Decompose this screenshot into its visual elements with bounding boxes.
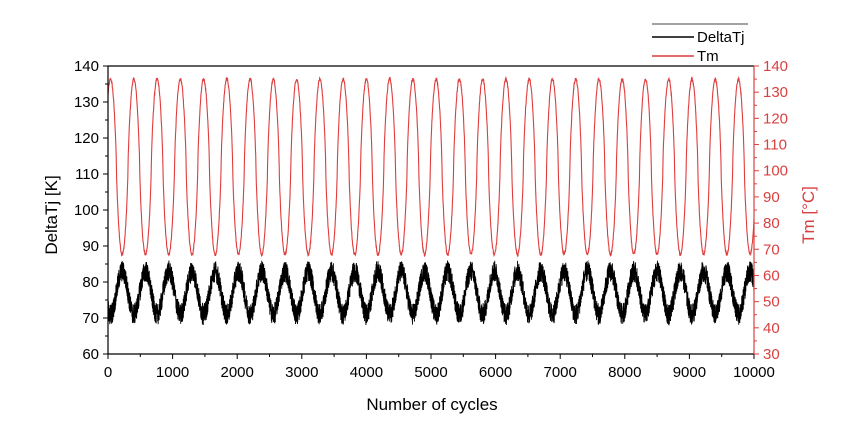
x-tick-label: 2000 bbox=[221, 364, 254, 381]
x-tick-label: 1000 bbox=[156, 364, 189, 381]
y-axis-right-title: Tm [°C] bbox=[799, 186, 818, 244]
y-left-tick-label: 70 bbox=[82, 310, 99, 327]
labels-layer: 0 1000 2000 3000 4000 5000 6000 7000 8000 9000 100… bbox=[74, 58, 788, 381]
y-right-tick-label: 40 bbox=[763, 320, 780, 337]
y-left-tick-label: 110 bbox=[75, 166, 99, 183]
x-tick-label: 3000 bbox=[285, 364, 318, 381]
y-right-tick-label: 120 bbox=[763, 110, 788, 127]
y-left-tick-label: 60 bbox=[82, 346, 99, 363]
series-line-tm bbox=[107, 75, 755, 258]
x-tick-label: 7000 bbox=[544, 364, 577, 381]
y-left-tick-label: 140 bbox=[74, 58, 99, 75]
legend-label-deltatj: DeltaTj bbox=[697, 29, 745, 46]
y-right-tick-label: 130 bbox=[763, 84, 788, 101]
axes-layer bbox=[103, 65, 759, 359]
y-axis-left-title: DeltaTj [K] bbox=[42, 175, 61, 254]
y-left-tick-label: 130 bbox=[74, 94, 99, 111]
series-line-deltatj bbox=[107, 259, 755, 326]
x-tick-label: 8000 bbox=[608, 364, 641, 381]
x-axis-title: Number of cycles bbox=[366, 395, 497, 414]
y-right-tick-label: 110 bbox=[763, 137, 787, 154]
x-tick-label: 0 bbox=[104, 364, 112, 381]
y-left-tick-label: 100 bbox=[74, 202, 99, 219]
y-right-tick-label: 90 bbox=[763, 189, 780, 206]
y-right-tick-label: 100 bbox=[763, 163, 788, 180]
y-right-tick-label: 70 bbox=[763, 241, 780, 258]
y-right-tick-label: 60 bbox=[763, 267, 780, 284]
x-tick-label: 10000 bbox=[733, 364, 775, 381]
y-left-tick-label: 80 bbox=[82, 274, 99, 291]
y-right-tick-label: 30 bbox=[763, 346, 780, 363]
y-right-tick-label: 50 bbox=[763, 294, 780, 311]
legend-label-tm: Tm bbox=[697, 48, 719, 65]
y-left-tick-label: 90 bbox=[82, 238, 99, 255]
x-tick-label: 6000 bbox=[479, 364, 512, 381]
x-tick-label: 9000 bbox=[673, 364, 706, 381]
y-right-tick-label: 80 bbox=[763, 215, 780, 232]
legend: DeltaTj Tm bbox=[652, 23, 748, 65]
x-tick-label: 4000 bbox=[350, 364, 383, 381]
y-right-tick-label: 140 bbox=[763, 58, 788, 75]
y-left-tick-label: 120 bbox=[74, 130, 99, 147]
x-tick-label: 5000 bbox=[414, 364, 447, 381]
series-layer bbox=[107, 75, 755, 326]
